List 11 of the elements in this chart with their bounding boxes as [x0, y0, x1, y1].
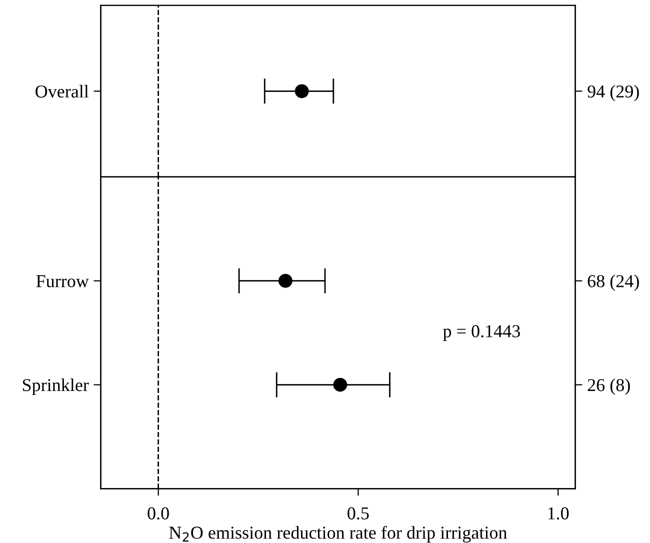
y-tick-label: Overall	[36, 84, 89, 98]
x-tick-label: 1.0	[548, 507, 569, 520]
x-tick-label: 0.5	[348, 507, 369, 520]
text: 26 (8)	[588, 378, 630, 395]
text: 94 (29)	[588, 84, 639, 102]
x-axis-title: N$_{2}$O emission reduction rate for drip irrigation	[169, 526, 507, 543]
annotation: p = 0.1443	[443, 325, 520, 341]
x-tick-label: 0.0	[148, 507, 169, 520]
y-tick-label: Sprinkler	[22, 378, 89, 395]
text: 68 (24)	[588, 274, 639, 291]
y-tick-label: Furrow	[36, 275, 89, 288]
